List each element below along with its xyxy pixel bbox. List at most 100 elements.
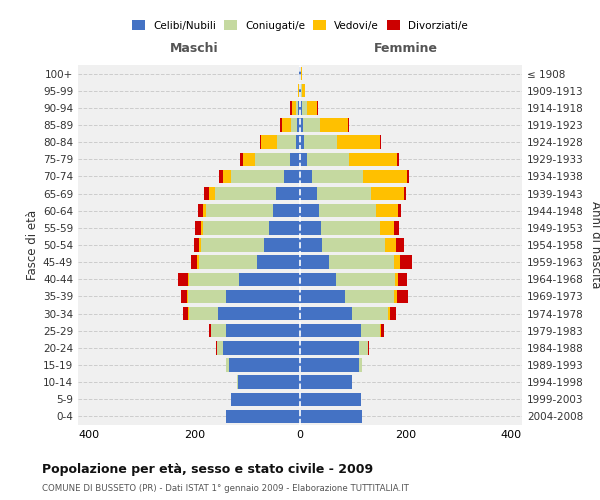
Bar — [299, 84, 300, 98]
Bar — [347, 118, 349, 132]
Text: COMUNE DI BUSSETO (PR) - Dati ISTAT 1° gennaio 2009 - Elaborazione TUTTITALIA.IT: COMUNE DI BUSSETO (PR) - Dati ISTAT 1° g… — [42, 484, 409, 493]
Bar — [239, 272, 300, 286]
Bar — [223, 170, 231, 183]
Bar — [187, 290, 188, 303]
Bar — [300, 272, 336, 286]
Bar — [307, 152, 349, 166]
Bar — [311, 170, 364, 183]
Bar — [345, 290, 394, 303]
Bar — [188, 307, 189, 320]
Bar — [188, 290, 226, 303]
Bar — [385, 238, 396, 252]
Bar — [216, 341, 217, 354]
Bar — [231, 392, 300, 406]
Bar — [397, 290, 409, 303]
Bar — [364, 170, 407, 183]
Bar — [290, 101, 292, 114]
Bar — [368, 341, 369, 354]
Bar — [300, 170, 311, 183]
Bar — [394, 221, 400, 234]
Bar — [291, 118, 298, 132]
Bar — [226, 358, 229, 372]
Bar — [299, 67, 300, 80]
Y-axis label: Fasce di età: Fasce di età — [26, 210, 39, 280]
Bar — [197, 256, 199, 269]
Bar — [317, 187, 371, 200]
Bar — [317, 101, 318, 114]
Bar — [243, 152, 254, 166]
Bar — [300, 324, 361, 338]
Bar — [280, 118, 281, 132]
Bar — [200, 221, 203, 234]
Bar — [298, 118, 300, 132]
Bar — [300, 204, 319, 218]
Bar — [260, 136, 262, 149]
Bar — [181, 290, 187, 303]
Text: Maschi: Maschi — [170, 42, 218, 54]
Bar — [199, 238, 200, 252]
Bar — [359, 358, 362, 372]
Bar — [199, 256, 257, 269]
Bar — [404, 187, 406, 200]
Bar — [320, 118, 347, 132]
Bar — [302, 84, 305, 98]
Bar — [264, 238, 300, 252]
Bar — [198, 204, 203, 218]
Bar — [204, 187, 209, 200]
Bar — [276, 187, 300, 200]
Bar — [300, 187, 317, 200]
Bar — [349, 152, 397, 166]
Bar — [284, 170, 300, 183]
Bar — [394, 290, 397, 303]
Bar — [300, 341, 359, 354]
Bar — [337, 136, 380, 149]
Bar — [296, 101, 298, 114]
Bar — [407, 170, 409, 183]
Bar — [226, 324, 300, 338]
Bar — [223, 341, 300, 354]
Bar — [300, 152, 307, 166]
Bar — [191, 256, 197, 269]
Bar — [206, 204, 272, 218]
Bar — [217, 341, 223, 354]
Bar — [359, 341, 368, 354]
Bar — [300, 410, 362, 423]
Bar — [398, 204, 401, 218]
Bar — [307, 101, 317, 114]
Bar — [188, 272, 189, 286]
Bar — [281, 118, 291, 132]
Legend: Celibi/Nubili, Coniugati/e, Vedovi/e, Divorziati/e: Celibi/Nubili, Coniugati/e, Vedovi/e, Di… — [128, 16, 472, 35]
Bar — [321, 221, 380, 234]
Bar — [380, 136, 382, 149]
Bar — [300, 238, 322, 252]
Bar — [300, 221, 321, 234]
Bar — [304, 136, 337, 149]
Bar — [189, 307, 218, 320]
Bar — [203, 221, 269, 234]
Bar — [272, 204, 300, 218]
Bar — [211, 324, 226, 338]
Bar — [395, 272, 398, 286]
Bar — [394, 256, 400, 269]
Bar — [300, 392, 361, 406]
Bar — [178, 272, 188, 286]
Bar — [381, 324, 383, 338]
Bar — [226, 410, 300, 423]
Bar — [229, 358, 300, 372]
Bar — [209, 324, 211, 338]
Y-axis label: Anni di nascita: Anni di nascita — [589, 202, 600, 288]
Bar — [218, 170, 223, 183]
Bar — [336, 272, 395, 286]
Bar — [371, 187, 404, 200]
Text: Popolazione per età, sesso e stato civile - 2009: Popolazione per età, sesso e stato civil… — [42, 462, 373, 475]
Bar — [361, 324, 380, 338]
Bar — [301, 67, 302, 80]
Bar — [300, 290, 345, 303]
Bar — [277, 136, 296, 149]
Bar — [231, 170, 284, 183]
Bar — [296, 136, 300, 149]
Bar — [262, 136, 277, 149]
Bar — [254, 152, 290, 166]
Bar — [300, 358, 359, 372]
Bar — [238, 376, 300, 389]
